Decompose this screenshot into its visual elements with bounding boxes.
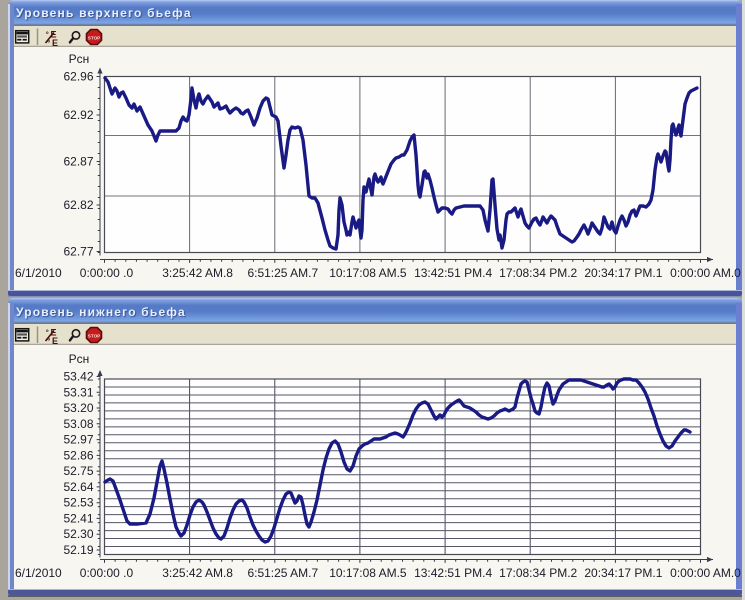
- svg-text:º: º: [48, 338, 51, 345]
- svg-text:62.87: 62.87: [63, 155, 93, 169]
- svg-text:52.19: 52.19: [63, 543, 93, 557]
- svg-text:52.53: 52.53: [63, 496, 93, 510]
- svg-text:3:25:42 AM.8: 3:25:42 AM.8: [162, 566, 233, 580]
- svg-text:STOP: STOP: [88, 333, 100, 338]
- svg-text:20:34:17 PM.1: 20:34:17 PM.1: [584, 566, 662, 580]
- svg-text:STOP: STOP: [88, 35, 100, 40]
- svg-text:0:00:00 .0: 0:00:00 .0: [80, 566, 134, 580]
- svg-text:13:42:51 PM.4: 13:42:51 PM.4: [414, 266, 492, 280]
- svg-text:53.08: 53.08: [63, 417, 93, 431]
- svg-text:62.96: 62.96: [63, 70, 93, 84]
- svg-text:º: º: [46, 32, 49, 39]
- svg-text:62.77: 62.77: [63, 245, 93, 259]
- svg-text:53.31: 53.31: [63, 385, 93, 399]
- svg-text:52.86: 52.86: [63, 448, 93, 462]
- svg-text:6:51:25 AM.7: 6:51:25 AM.7: [247, 266, 318, 280]
- svg-text:º: º: [48, 40, 51, 47]
- svg-text:13:42:51 PM.4: 13:42:51 PM.4: [414, 566, 492, 580]
- svg-text:53.20: 53.20: [63, 401, 93, 415]
- svg-text:20:34:17 PM.1: 20:34:17 PM.1: [584, 266, 662, 280]
- svg-text:Рсн: Рсн: [69, 52, 90, 66]
- svg-text:53.42: 53.42: [63, 370, 93, 384]
- svg-text:E: E: [51, 328, 57, 338]
- svg-text:10:17:08 AM.5: 10:17:08 AM.5: [329, 566, 407, 580]
- svg-text:17:08:34 PM.2: 17:08:34 PM.2: [499, 266, 577, 280]
- svg-text:62.82: 62.82: [63, 198, 93, 212]
- svg-text:E: E: [52, 38, 58, 48]
- svg-text:0:00:00 AM.0: 0:00:00 AM.0: [670, 566, 741, 580]
- svg-text:6/1/2010: 6/1/2010: [15, 566, 62, 580]
- svg-text:52.30: 52.30: [63, 527, 93, 541]
- svg-text:6/1/2010: 6/1/2010: [15, 266, 62, 280]
- svg-text:Рсн: Рсн: [69, 352, 90, 366]
- svg-text:3:25:42 AM.8: 3:25:42 AM.8: [162, 266, 233, 280]
- svg-text:E: E: [51, 30, 57, 40]
- svg-text:52.41: 52.41: [63, 511, 93, 525]
- svg-text:º: º: [46, 330, 49, 337]
- svg-text:0:00:00 .0: 0:00:00 .0: [80, 266, 134, 280]
- svg-text:52.97: 52.97: [63, 433, 93, 447]
- svg-text:62.92: 62.92: [63, 108, 93, 122]
- svg-text:17:08:34 PM.2: 17:08:34 PM.2: [499, 566, 577, 580]
- svg-text:6:51:25 AM.7: 6:51:25 AM.7: [247, 566, 318, 580]
- svg-text:0:00:00 AM.0: 0:00:00 AM.0: [670, 266, 741, 280]
- svg-text:10:17:08 AM.5: 10:17:08 AM.5: [329, 266, 407, 280]
- svg-text:52.64: 52.64: [63, 480, 93, 494]
- svg-text:52.75: 52.75: [63, 464, 93, 478]
- svg-text:E: E: [52, 336, 58, 346]
